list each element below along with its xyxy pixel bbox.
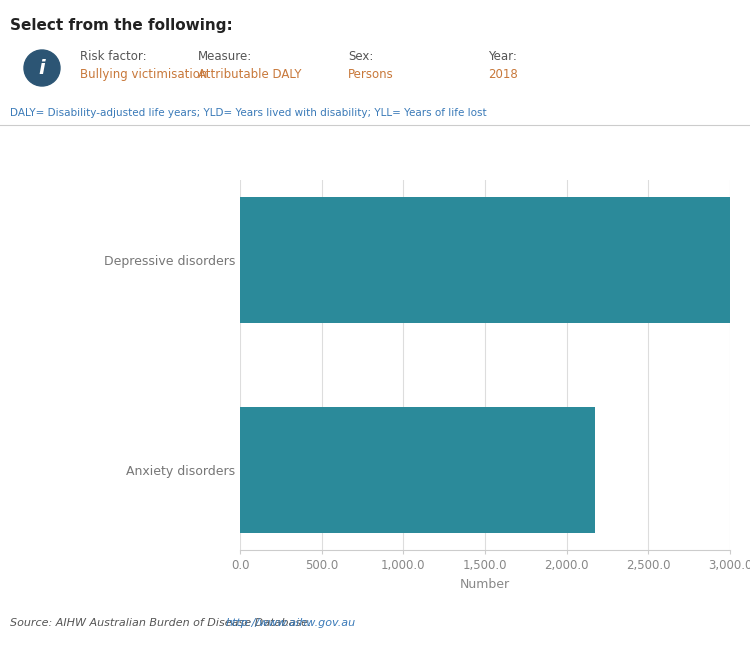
Text: 2018: 2018 <box>488 68 518 81</box>
Text: Attributable DALY: Attributable DALY <box>198 68 302 81</box>
Text: DALY= Disability-adjusted life years; YLD= Years lived with disability; YLL= Yea: DALY= Disability-adjusted life years; YL… <box>10 108 487 118</box>
Text: Risk factor:: Risk factor: <box>80 50 147 63</box>
Text: Select from the following:: Select from the following: <box>10 18 232 33</box>
Bar <box>240 197 730 323</box>
Text: Measure:: Measure: <box>198 50 252 63</box>
Circle shape <box>24 50 60 86</box>
Text: i: i <box>39 58 45 77</box>
Text: Attributable DALY due to Bullying victimisation in Persons, 2018: Attributable DALY due to Bullying victim… <box>9 138 561 153</box>
Text: Source: AIHW Australian Burden of Disease Database.: Source: AIHW Australian Burden of Diseas… <box>10 618 315 628</box>
Text: Sex:: Sex: <box>348 50 374 63</box>
Text: Persons: Persons <box>348 68 394 81</box>
Text: Year:: Year: <box>488 50 517 63</box>
Bar <box>240 407 596 533</box>
Text: http://www.aihw.gov.au: http://www.aihw.gov.au <box>226 618 356 628</box>
X-axis label: Number: Number <box>460 578 510 591</box>
Text: Bullying victimisation: Bullying victimisation <box>80 68 207 81</box>
